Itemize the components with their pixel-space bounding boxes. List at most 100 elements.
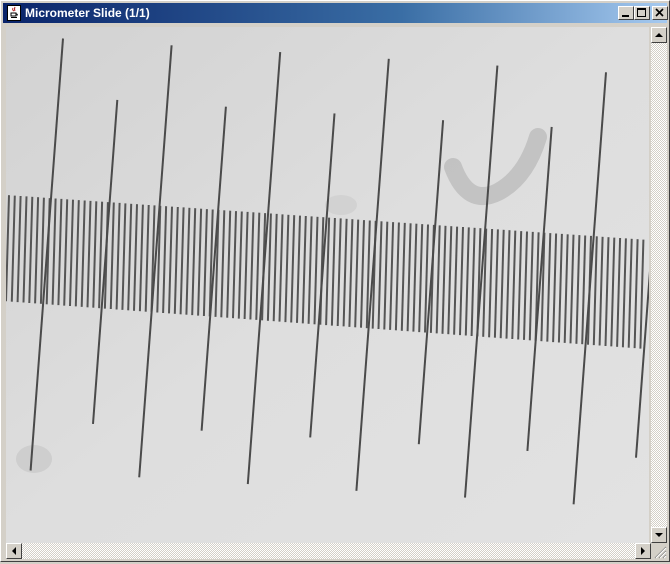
close-icon [655,8,664,17]
micrometer-slide-image [6,27,649,543]
scale-tick [482,228,488,337]
scroll-up-button[interactable] [651,27,667,43]
scale-tick [307,216,313,324]
scale-tick [191,208,197,316]
maximize-button[interactable] [634,6,650,20]
resize-grip[interactable] [651,543,667,559]
scale-tick [604,237,610,347]
scale-tick [168,206,173,314]
scale-tick [424,224,429,333]
reticle-line [138,45,173,478]
scale-tick [406,223,412,332]
scale-tick [336,218,342,327]
scale-tick [6,195,10,302]
scale-tick [57,198,63,306]
scale-tick [115,202,121,310]
scale-tick [505,230,511,339]
arrow-left-icon [12,547,16,555]
close-button[interactable] [652,6,668,20]
scale-tick [86,200,92,308]
scale-tick [325,217,331,326]
scale-tick [365,220,371,329]
scale-tick [592,236,598,346]
scale-tick [354,219,360,328]
reticle-line [635,270,649,458]
scale-tick [28,196,34,304]
scale-tick [296,215,301,323]
scale-tick [80,200,86,307]
scale-tick [179,207,185,315]
java-cup-icon[interactable] [7,5,21,21]
micrometer-image[interactable] [6,27,649,543]
scale-tick [447,226,453,335]
maximize-icon [637,8,646,17]
arrow-up-icon [655,33,663,37]
title-bar[interactable]: Micrometer Slide (1/1) [3,3,668,23]
scale-tick [202,209,208,317]
scale-tick [441,225,447,334]
scale-tick [621,238,627,348]
scale-tick [459,226,464,336]
vertical-scrollbar[interactable] [651,27,667,543]
scale-tick [10,195,16,302]
scale-tick [121,203,127,310]
scale-tick [493,229,499,338]
scale-tick [63,199,69,306]
scale-tick [138,204,144,312]
window-title: Micrometer Slide (1/1) [25,6,150,20]
scale-tick [563,234,569,343]
scale-tick [272,213,278,322]
scale-tick [348,219,354,327]
scale-tick [237,211,243,319]
scale-tick [552,233,558,343]
scale-tick [394,222,400,331]
minimize-button[interactable] [618,6,634,20]
scale-tick [546,233,552,342]
scale-tick [301,215,307,324]
scale-tick [453,226,459,335]
scale-tick [69,199,74,307]
reticle-line [355,58,390,491]
minimize-icon [622,15,629,17]
scale-tick [499,229,505,339]
scale-tick [34,197,40,304]
scale-tick [627,238,633,348]
scroll-right-button[interactable] [635,543,651,559]
reticle-line [246,52,282,485]
scale-tick [22,196,28,303]
scale-tick [109,202,115,310]
scale-tick [243,211,249,320]
reticle-line [309,113,336,438]
scale-tick [232,211,237,319]
horizontal-scrollbar[interactable] [6,543,651,559]
scale-tick [330,217,336,326]
scale-tick [412,223,418,332]
scale-tick [255,212,261,320]
scale-tick [313,216,319,325]
scale-tick [517,231,523,340]
scroll-down-button[interactable] [651,527,667,543]
scale-tick [208,209,214,317]
scale-tick [290,215,296,323]
reticle-line [464,65,499,498]
scale-tick [16,195,22,303]
scale-tick [616,237,622,347]
scale-tick [575,235,581,344]
scale-tick [470,227,476,337]
scale-tick [400,222,406,331]
scale-tick [173,206,179,314]
scale-tick [639,239,645,349]
reticle-line [92,99,119,424]
scale-tick [383,221,389,330]
scale-tick [377,221,383,330]
reticle-line [200,106,227,431]
scale-tick [51,198,57,305]
scale-tick [435,225,441,334]
scroll-left-button[interactable] [6,543,22,559]
scale-tick [74,200,80,307]
scale-tick [418,224,424,333]
scale-tick [39,197,45,304]
scale-tick [569,234,575,344]
scale-tick [511,230,517,340]
scale-tick [523,231,528,340]
